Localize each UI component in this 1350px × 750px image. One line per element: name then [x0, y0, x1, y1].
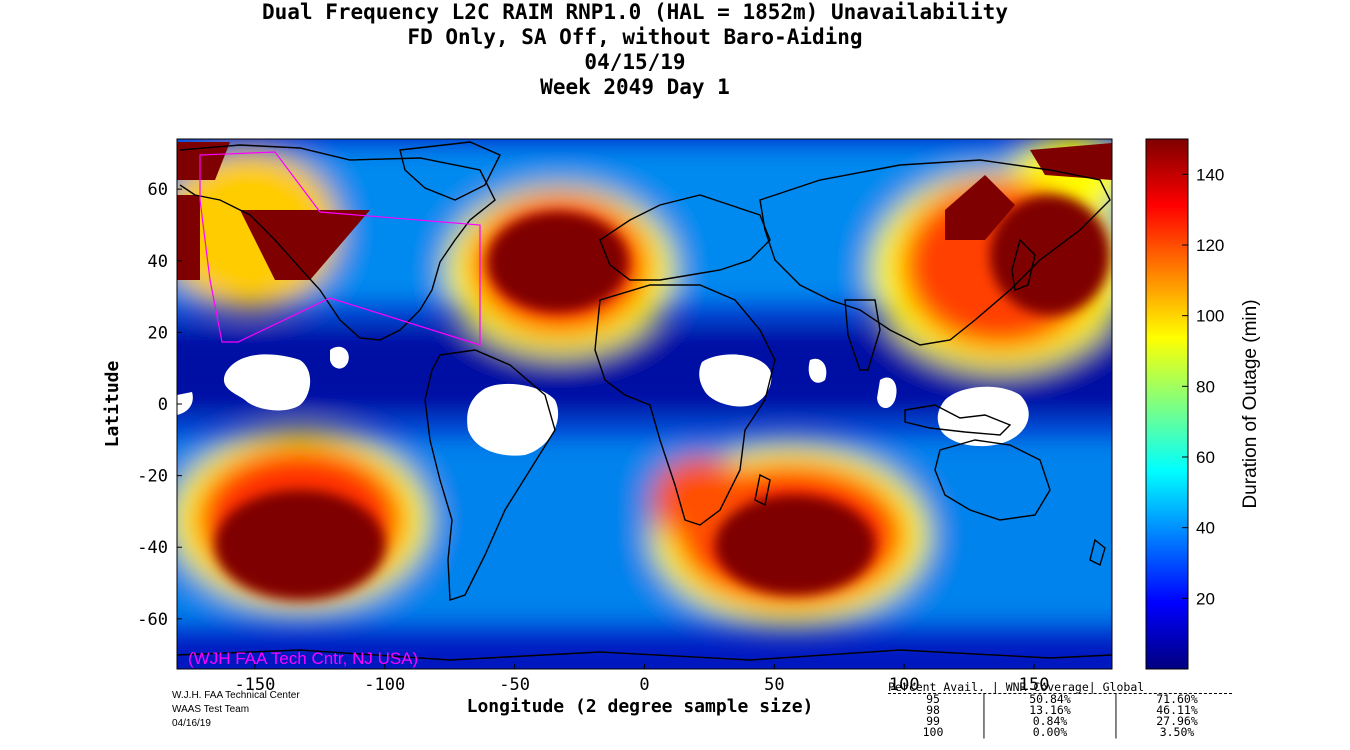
north-america-outline — [179, 144, 496, 341]
stats-row: 95 | 50.84% | 71.60% — [888, 692, 1232, 706]
stats-cell-pct: 95 — [926, 692, 940, 706]
new-zealand-outline — [1089, 538, 1106, 567]
colorbar-tick-label: 120 — [1196, 236, 1224, 255]
y-tick-label: 60 — [148, 180, 168, 200]
south-america-outline — [424, 349, 556, 601]
colorbar-tick-label: 40 — [1196, 519, 1215, 538]
stats-cell-wnr: 0.00% — [1032, 725, 1068, 739]
credit-line-org: W.J.H. FAA Technical Center — [172, 690, 300, 701]
stats-table: Percent Avail. | WNR Coverage| Global 95… — [888, 681, 1232, 739]
japan-outline — [1011, 238, 1036, 291]
stats-cell-pct: 99 — [926, 714, 940, 728]
x-tick-label: -100 — [364, 675, 405, 695]
y-tick-label: -60 — [137, 610, 168, 630]
australia-outline — [934, 439, 1051, 521]
stats-separator: | — [980, 725, 988, 739]
coverage-boundary — [199, 151, 481, 346]
stats-separator: | — [1112, 725, 1120, 739]
stats-separator: | — [1112, 714, 1120, 728]
colorbar-tick-label: 20 — [1196, 589, 1215, 608]
coastline-outlines — [177, 141, 1112, 661]
x-tick-label: 150 — [1019, 675, 1050, 695]
stats-cell-pct: 100 — [922, 725, 944, 739]
stats-row: 98 | 13.16% | 46.11% — [888, 703, 1232, 717]
stats-separator: | — [980, 714, 988, 728]
credit-block: W.J.H. FAA Technical Center WAAS Test Te… — [172, 689, 300, 731]
y-tick-label: 20 — [148, 323, 168, 343]
stats-separator: | — [1112, 692, 1120, 706]
chart-title: Dual Frequency L2C RAIM RNP1.0 (HAL = 18… — [262, 0, 1008, 24]
x-axis-title: Longitude (2 degree sample size) — [467, 696, 814, 717]
antarctica-outline — [177, 649, 1112, 661]
indonesia-outline — [904, 404, 1012, 436]
stats-separator: | — [1112, 703, 1120, 717]
india-outline — [844, 299, 881, 371]
chart-subtitle: FD Only, SA Off, without Baro-Aiding — [407, 25, 863, 49]
stats-cell-pct: 98 — [926, 703, 940, 717]
europe-outline — [599, 194, 771, 281]
y-axis-title: Latitude — [102, 360, 123, 447]
stats-row: 99 | 0.84% | 27.96% — [888, 714, 1232, 728]
y-tick-label: -40 — [137, 538, 168, 558]
heatmap-field — [177, 139, 1112, 669]
madagascar-outline — [754, 473, 771, 507]
africa-outline — [594, 284, 776, 526]
colorbar-tick-label: 140 — [1196, 165, 1224, 184]
y-tick-label: 40 — [148, 252, 168, 272]
stats-separator: | — [980, 703, 988, 717]
stats-separator: | — [980, 692, 988, 706]
asia-outline — [759, 159, 1111, 346]
stats-cell-global: 27.96% — [1156, 714, 1198, 728]
y-axis-ticks: 60 40 20 0 -20 -40 -60 — [137, 180, 182, 630]
colorbar-tick-label: 100 — [1196, 307, 1224, 326]
y-tick-label: 0 — [158, 395, 168, 415]
credit-line-date: 04/16/19 — [172, 718, 211, 729]
colorbar-ticks: 140 120 100 80 60 40 20 — [1182, 165, 1224, 608]
colorbar-tick-label: 60 — [1196, 448, 1215, 467]
stats-rows: 95 | 50.84% | 71.60% 98 | 13.16% | 46.11% 99 | 0.84%… — [888, 692, 1232, 739]
y-tick-label: -20 — [137, 467, 168, 487]
x-tick-label: 50 — [764, 675, 784, 695]
x-tick-label: 100 — [889, 675, 920, 695]
credit-line-team: WAAS Test Team — [172, 704, 250, 715]
watermark-text: (WJH FAA Tech Cntr, NJ USA) — [188, 649, 418, 668]
x-tick-label: -50 — [499, 675, 530, 695]
colorbar-tick-label: 80 — [1196, 377, 1215, 396]
x-tick-label: 0 — [639, 675, 649, 695]
stats-cell-global: 71.60% — [1156, 692, 1198, 706]
stats-cell-global: 46.11% — [1156, 703, 1198, 717]
chart-week: Week 2049 Day 1 — [540, 75, 730, 99]
x-tick-label: -150 — [234, 675, 275, 695]
stats-header: Percent Avail. | WNR Coverage| Global — [888, 681, 1232, 694]
colorbar-title: Duration of Outage (min) — [1240, 299, 1261, 508]
x-axis-ticks: -150 -100 -50 0 50 100 150 — [234, 664, 1049, 695]
stats-cell-wnr: 50.84% — [1029, 692, 1071, 706]
colorbar — [1145, 138, 1189, 670]
chart-date: 04/15/19 — [584, 50, 686, 74]
chart-title-block: Dual Frequency L2C RAIM RNP1.0 (HAL = 18… — [0, 0, 1270, 100]
greenland-outline — [399, 141, 501, 201]
stats-row: 100 | 0.00% | 3.50% — [888, 725, 1232, 739]
stats-cell-wnr: 0.84% — [1032, 714, 1068, 728]
stats-cell-wnr: 13.16% — [1029, 703, 1071, 717]
stats-cell-global: 3.50% — [1159, 725, 1195, 739]
